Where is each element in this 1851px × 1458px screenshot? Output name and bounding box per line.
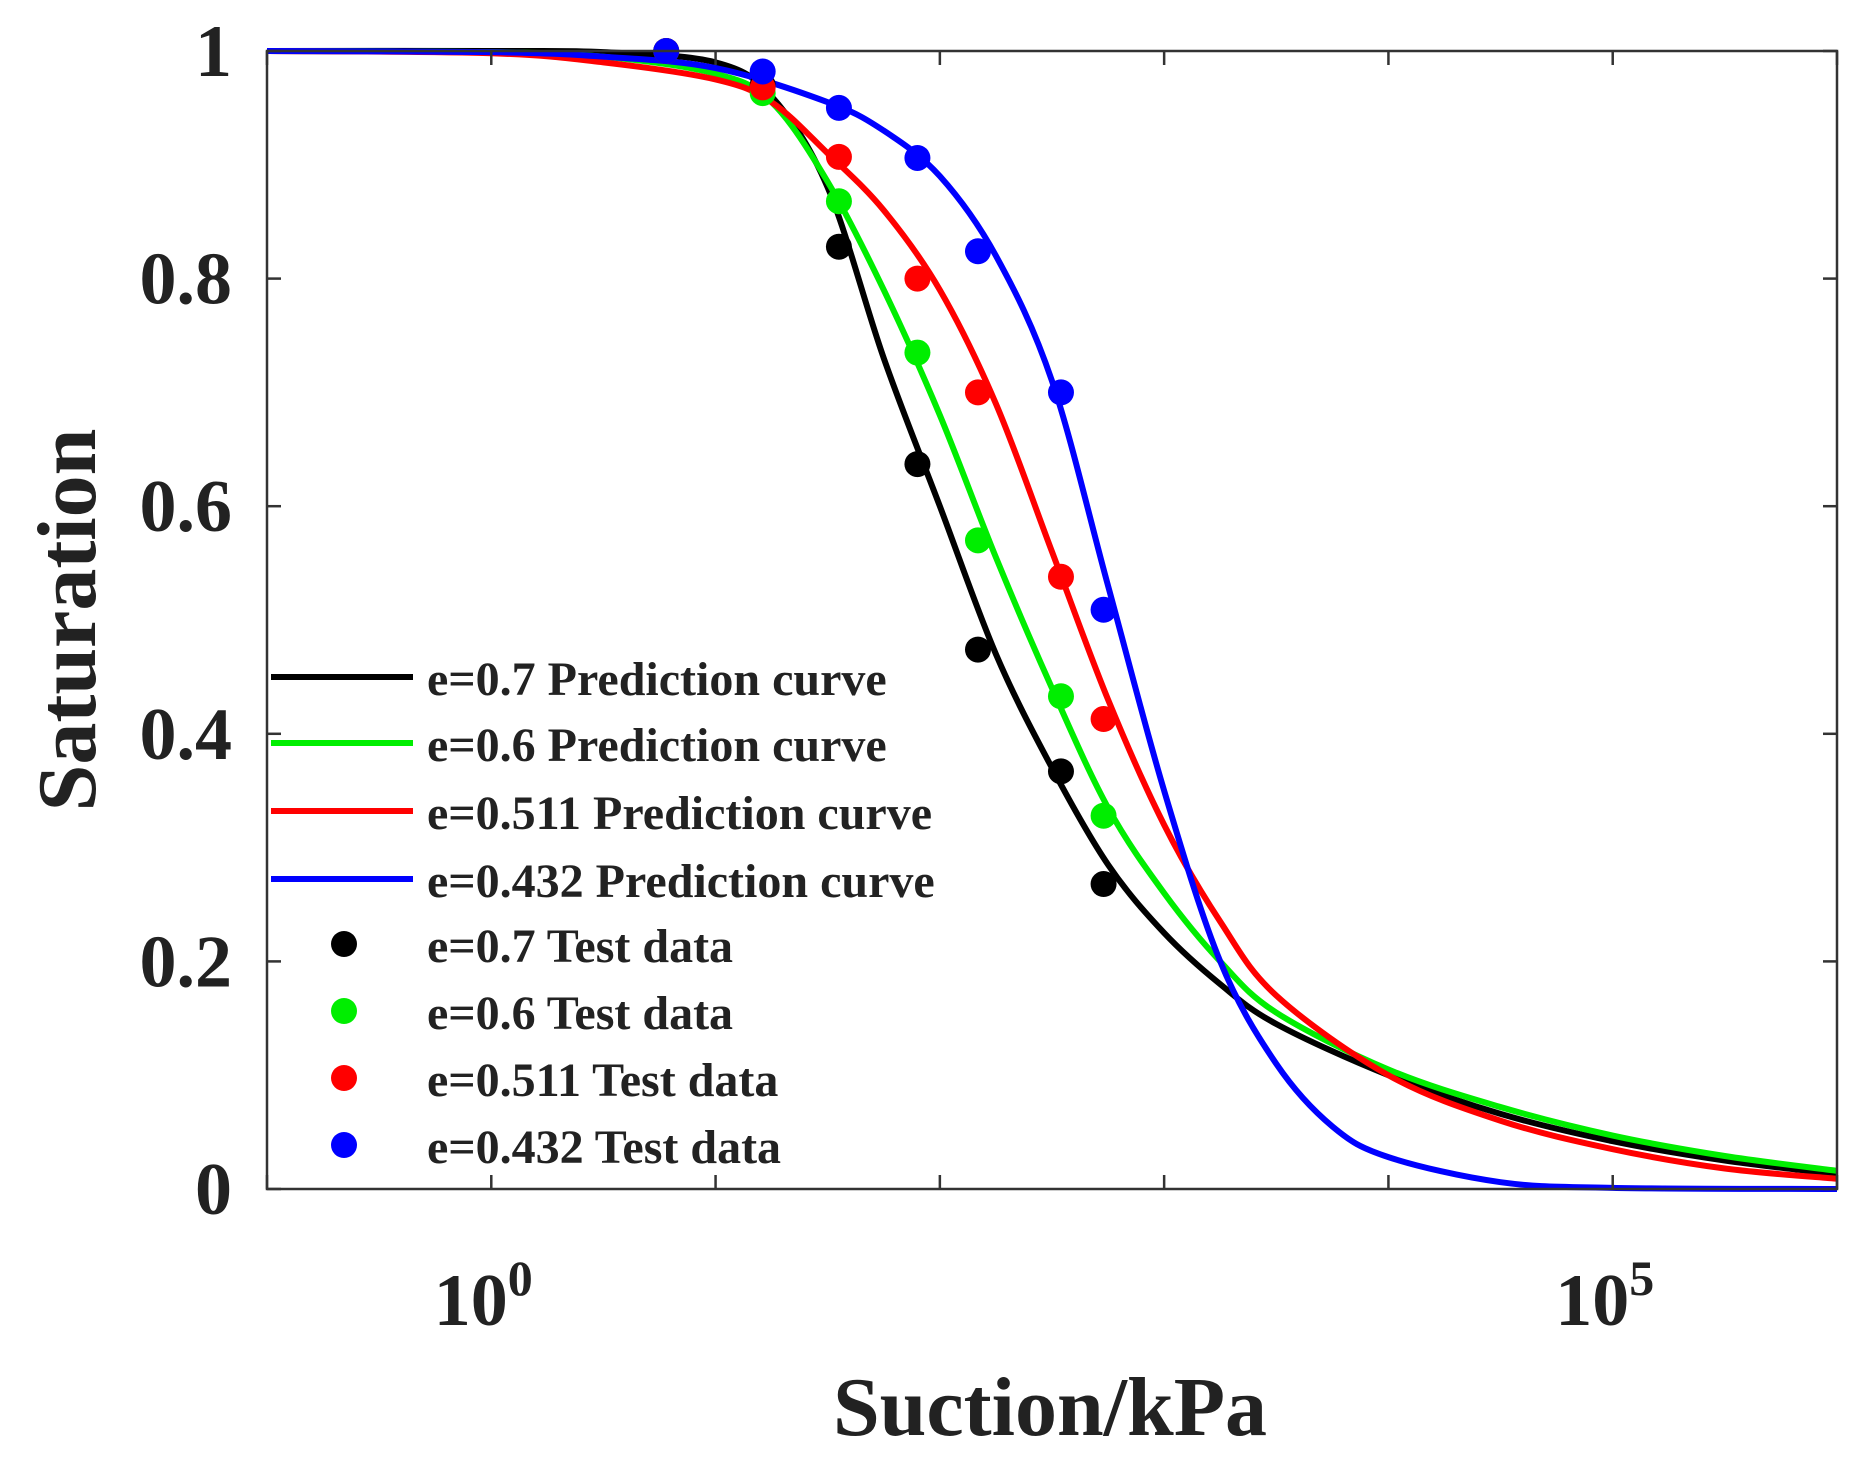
legend-label: e=0.511 Prediction curve — [427, 787, 932, 840]
legend-label: e=0.6 Test data — [427, 987, 733, 1040]
test-data-point-1 — [1090, 802, 1117, 829]
y-tick-label: 0.2 — [140, 921, 233, 1003]
legend-label: e=0.7 Test data — [427, 920, 733, 973]
plot-frame — [265, 49, 1839, 1191]
test-data-point-0 — [1047, 758, 1074, 785]
test-data-point-1 — [825, 188, 852, 215]
test-data-point-0 — [904, 451, 931, 478]
prediction-curve-0 — [266, 47, 1838, 1178]
legend-marker-swatch — [331, 931, 357, 957]
test-data-point-0 — [825, 233, 852, 260]
test-data-point-2 — [904, 265, 931, 292]
test-data-point-1 — [1047, 683, 1074, 710]
legend-label: e=0.432 Prediction curve — [427, 855, 935, 908]
y-tick-label: 0.8 — [140, 239, 233, 321]
test-data-point-2 — [964, 379, 991, 406]
test-data-point-2 — [1090, 706, 1117, 733]
test-data-point-2 — [1047, 563, 1074, 590]
legend-label: e=0.511 Test data — [427, 1054, 778, 1107]
test-data-point-3 — [1047, 379, 1074, 406]
prediction-curve-1 — [266, 48, 1838, 1174]
y-tick-label: 0 — [195, 1149, 232, 1231]
test-data-point-1 — [964, 527, 991, 554]
test-data-point-3 — [825, 94, 852, 121]
legend-label: e=0.7 Prediction curve — [427, 653, 887, 706]
legend-marker-swatch — [331, 998, 357, 1024]
test-data-point-0 — [964, 636, 991, 663]
y-tick-label: 0.4 — [140, 694, 233, 776]
test-data-point-3 — [749, 58, 776, 85]
y-axis-label: Saturation — [21, 429, 114, 812]
test-data-point-2 — [825, 143, 852, 170]
x-tick-label: 100 — [434, 1250, 533, 1342]
y-tick-label: 0.6 — [140, 466, 233, 548]
x-axis-label: Suction/kPa — [833, 1361, 1267, 1454]
test-data-point-3 — [1090, 596, 1117, 623]
legend-marker-swatch — [331, 1065, 357, 1091]
legend-marker-swatch — [331, 1132, 357, 1158]
legend-label: e=0.6 Prediction curve — [427, 719, 887, 772]
test-data-point-1 — [904, 339, 931, 366]
legend-label: e=0.432 Test data — [427, 1121, 781, 1174]
x-tick-label: 105 — [1555, 1250, 1654, 1342]
test-data-point-0 — [1090, 871, 1117, 898]
prediction-curve-3 — [266, 48, 1838, 1192]
test-data-point-3 — [964, 238, 991, 265]
test-data-point-3 — [904, 144, 931, 171]
y-tick-label: 1 — [195, 11, 232, 93]
